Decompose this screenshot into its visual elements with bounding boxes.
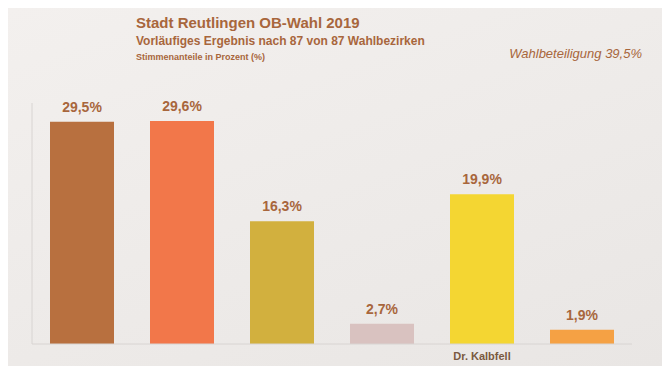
svg-text:1,9%: 1,9% [566,307,598,323]
svg-text:29,6%: 29,6% [162,98,202,114]
svg-text:19,9%: 19,9% [462,171,502,187]
svg-text:2,7%: 2,7% [366,301,398,317]
svg-text:29,5%: 29,5% [62,99,102,115]
html-text:Stadt Reutlingen OB-Wahl 2019: Stadt Reutlingen OB-Wahl 2019 [136,14,360,31]
html-text:Vorläufiges Ergebnis nach 87 v: Vorläufiges Ergebnis nach 87 von 87 Wahl… [136,34,425,48]
svg-text:16,3%: 16,3% [262,198,302,214]
svg-text:Dr. Kalbfell: Dr. Kalbfell [453,350,510,362]
html-text:Wahlbeteiligung 39,5%: Wahlbeteiligung 39,5% [509,46,642,61]
html-text:Stimmenanteile in Prozent (%): Stimmenanteile in Prozent (%) [136,52,265,62]
